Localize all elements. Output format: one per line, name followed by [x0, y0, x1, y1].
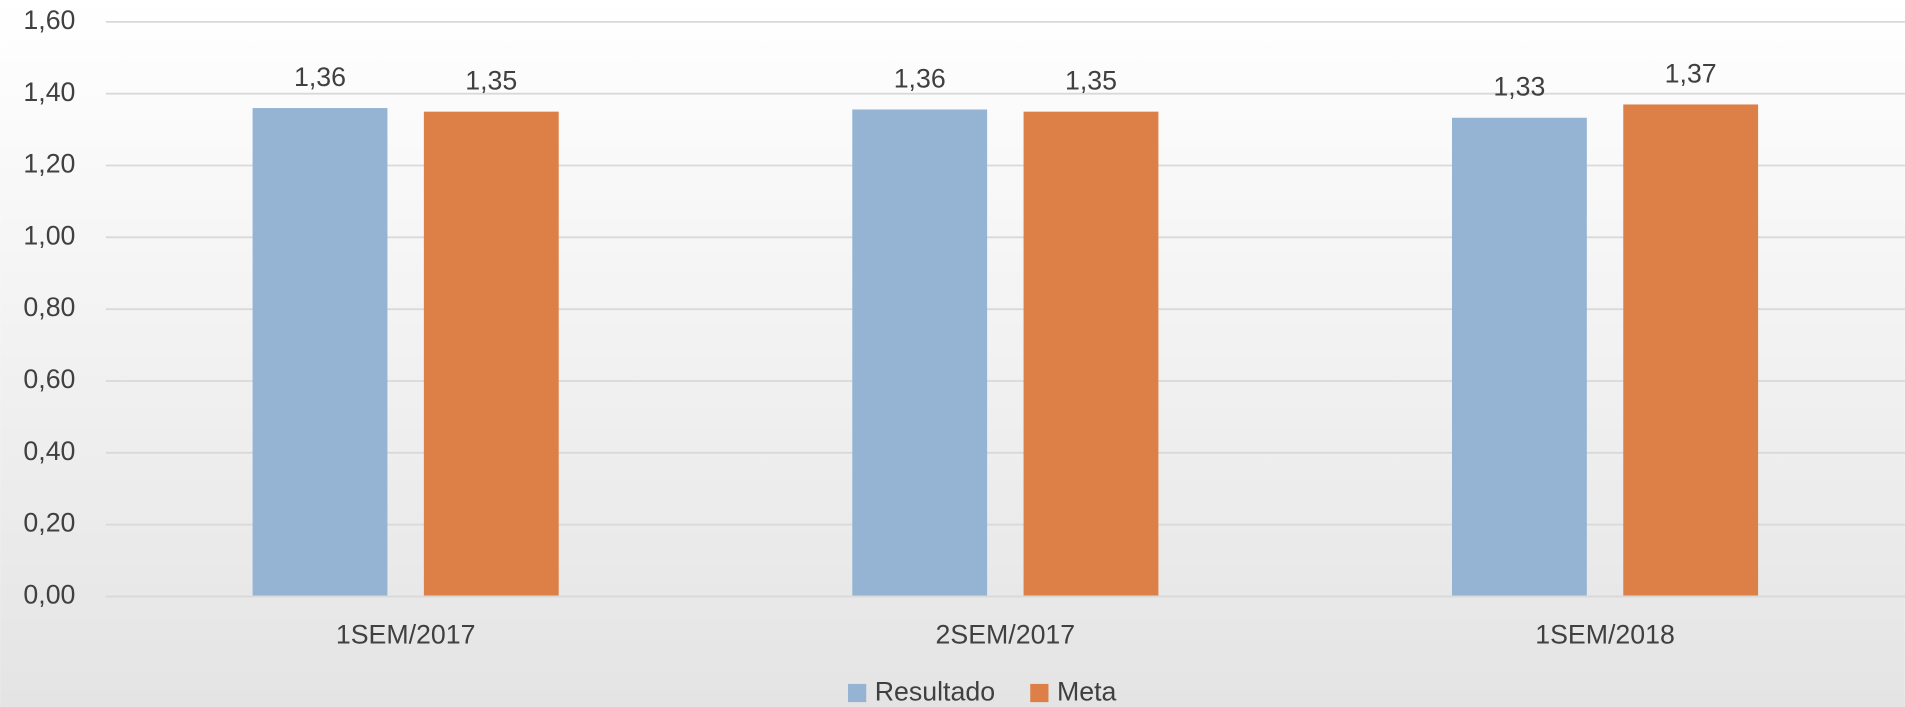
bar — [1451, 117, 1587, 597]
y-tick-label: 0,60 — [23, 364, 75, 394]
x-tick-label: 1SEM/2018 — [1535, 620, 1675, 650]
data-label: 1,35 — [1065, 66, 1117, 96]
data-label: 1,36 — [894, 63, 946, 93]
bar — [1023, 111, 1159, 597]
y-tick-label: 0,00 — [23, 580, 75, 610]
y-tick-label: 0,40 — [23, 436, 75, 466]
legend-swatch — [848, 683, 867, 703]
legend-swatch — [1030, 683, 1049, 703]
x-tick-label: 2SEM/2017 — [936, 620, 1076, 650]
data-label: 1,33 — [1493, 72, 1545, 102]
y-tick-label: 0,80 — [23, 292, 75, 322]
x-tick-label: 1SEM/2017 — [336, 620, 476, 650]
bar — [423, 111, 559, 597]
y-tick-label: 1,60 — [23, 5, 75, 35]
y-tick-label: 1,20 — [23, 149, 75, 179]
bar — [252, 108, 388, 597]
y-tick-label: 1,00 — [23, 220, 75, 250]
legend-label: Resultado — [875, 677, 995, 707]
bar — [1623, 104, 1759, 597]
data-label: 1,37 — [1665, 58, 1717, 88]
data-label: 1,36 — [294, 62, 346, 92]
bar — [852, 109, 988, 597]
data-label: 1,35 — [465, 66, 517, 96]
legend-label: Meta — [1057, 677, 1117, 707]
y-tick-label: 1,40 — [23, 77, 75, 107]
y-tick-label: 0,20 — [23, 508, 75, 538]
